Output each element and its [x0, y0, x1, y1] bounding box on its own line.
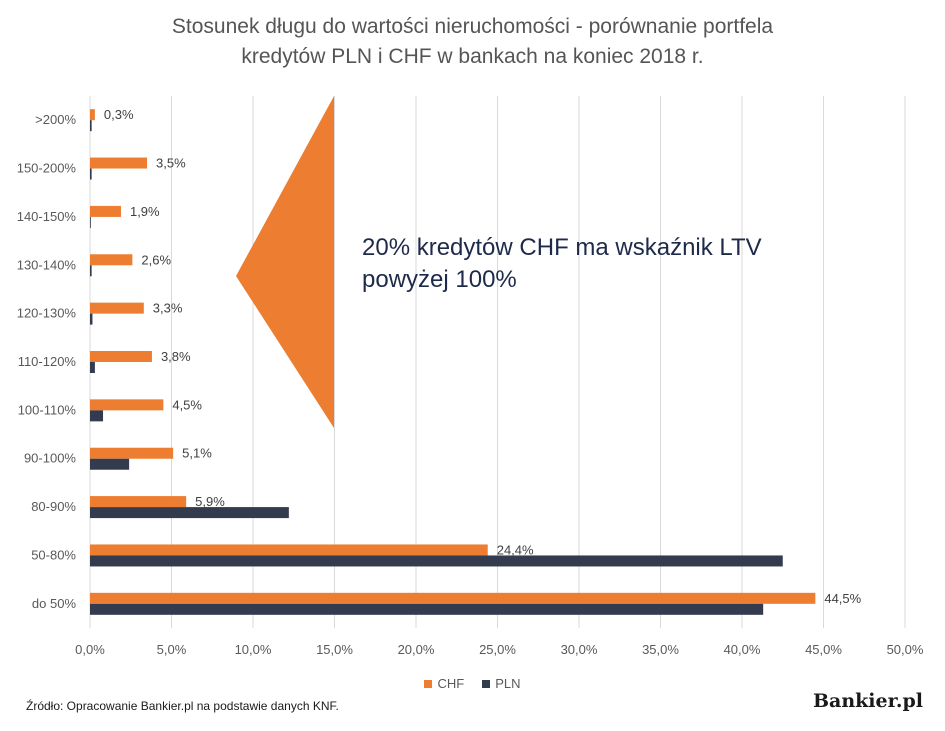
- bar-pln: [90, 265, 92, 277]
- y-tick-label: do 50%: [32, 596, 77, 611]
- data-label-chf: 0,3%: [104, 107, 134, 122]
- y-tick-label: 140-150%: [17, 209, 77, 224]
- bar-chf: [90, 254, 133, 266]
- x-tick-label: 10,0%: [235, 642, 272, 657]
- chart-title: Stosunek długu do wartości nieruchomości…: [0, 12, 945, 72]
- bar-chf: [90, 447, 174, 459]
- y-tick-label: 80-90%: [31, 499, 76, 514]
- data-label-chf: 2,6%: [141, 252, 171, 267]
- data-label-chf: 5,9%: [195, 494, 225, 509]
- legend-label-chf: CHF: [437, 676, 465, 691]
- legend-item-chf: CHF: [424, 676, 464, 691]
- y-tick-label: 130-140%: [17, 257, 77, 272]
- legend-item-pln: PLN: [482, 676, 521, 691]
- labels: 0,0% 5,0% 10,0% 15,0% 20,0% 25,0% 30,0% 35,0% 40…: [17, 107, 924, 657]
- y-tick-label: 110-120%: [18, 354, 77, 369]
- gridlines: [89, 96, 906, 628]
- data-label-chf: 3,3%: [153, 301, 183, 316]
- bar-chf: [90, 205, 121, 217]
- data-label-chf: 4,5%: [172, 397, 202, 412]
- data-label-chf: 5,1%: [182, 446, 212, 461]
- legend-swatch-chf: [424, 679, 433, 688]
- bar-pln: [90, 555, 783, 567]
- x-tick-label: 0,0%: [75, 642, 105, 657]
- bar-pln: [90, 458, 130, 470]
- y-tick-label: 150-200%: [17, 161, 77, 176]
- chart-title-line-1: Stosunek długu do wartości nieruchomości…: [171, 15, 774, 38]
- x-tick-label: 40,0%: [724, 642, 761, 657]
- x-tick-label: 45,0%: [805, 642, 842, 657]
- callout-arrow: [236, 96, 334, 428]
- bar-pln: [90, 313, 93, 325]
- x-tick-label: 50,0%: [887, 642, 924, 657]
- y-tick-label: 120-130%: [17, 306, 77, 321]
- bar-chf: [90, 157, 148, 169]
- legend-label-pln: PLN: [495, 676, 521, 691]
- x-tick-label: 35,0%: [642, 642, 679, 657]
- x-tick-label: 5,0%: [157, 642, 187, 657]
- data-label-chf: 44,5%: [824, 591, 861, 606]
- x-tick-label: 25,0%: [479, 642, 516, 657]
- bar-chf: [90, 399, 164, 411]
- x-tick-label: 20,0%: [398, 642, 435, 657]
- bar-pln: [90, 362, 95, 373]
- callout-text: 20% kredytów CHF ma wskaźnik LTV powyżej…: [362, 232, 882, 296]
- data-label-chf: 3,5%: [156, 156, 186, 171]
- bar-chf: [90, 302, 144, 314]
- bar-pln: [90, 603, 764, 615]
- bar-pln: [90, 120, 92, 132]
- data-label-chf: 24,4%: [497, 542, 534, 557]
- source-note: Źródło: Opracowanie Bankier.pl na podsta…: [26, 699, 339, 713]
- callout-line-1: 20% kredytów CHF ma wskaźnik LTV: [362, 234, 762, 261]
- bars: [90, 109, 816, 615]
- y-tick-label: 50-80%: [31, 547, 76, 562]
- callout-line-2: powyżej 100%: [362, 266, 517, 293]
- y-tick-label: 90-100%: [24, 451, 76, 466]
- x-tick-label: 30,0%: [561, 642, 598, 657]
- bar-chf: [90, 496, 187, 508]
- bar-pln: [90, 168, 92, 180]
- y-tick-label: >200%: [35, 112, 76, 127]
- y-tick-label: 100-110%: [18, 402, 77, 417]
- chart-title-line-2: kredytów PLN i CHF w bankach na koniec 2…: [241, 45, 704, 68]
- bar-pln: [90, 216, 91, 228]
- bar-pln: [90, 410, 104, 422]
- data-label-chf: 1,9%: [130, 204, 160, 219]
- bar-chf: [90, 592, 816, 604]
- bar-chf: [90, 351, 152, 362]
- bar-chf: [90, 109, 95, 121]
- legend: CHF PLN: [0, 676, 945, 691]
- data-label-chf: 3,8%: [161, 349, 191, 364]
- bar-pln: [90, 507, 289, 519]
- legend-swatch-pln: [482, 679, 491, 688]
- bankier-logo: Bankier.pl: [812, 690, 923, 712]
- x-tick-label: 15,0%: [316, 642, 353, 657]
- bar-chf: [90, 544, 488, 556]
